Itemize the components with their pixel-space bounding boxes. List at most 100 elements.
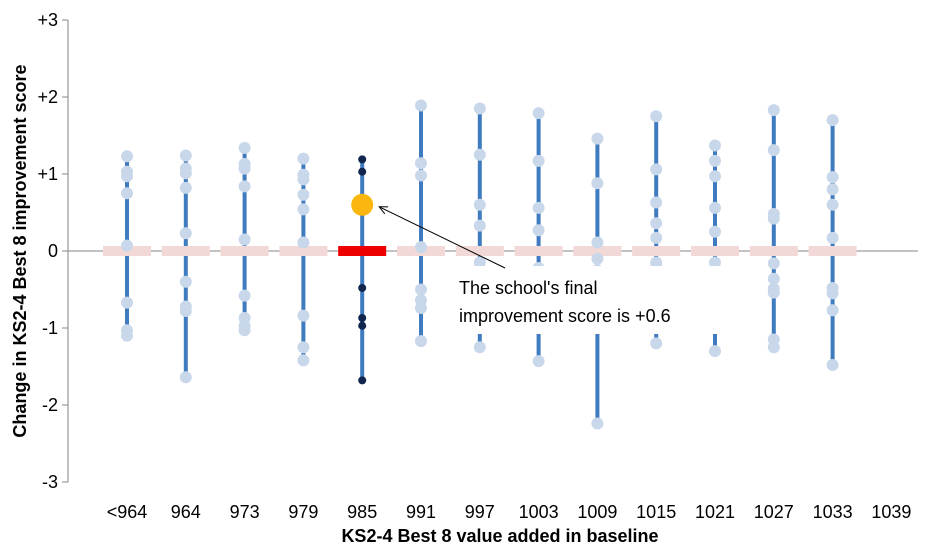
x-tick-label: 964 — [171, 502, 201, 522]
school-point — [179, 371, 192, 384]
school-point — [826, 198, 839, 211]
school-point — [767, 144, 780, 157]
highlight-school-point — [358, 283, 367, 292]
school-point — [767, 272, 780, 285]
school-point — [297, 173, 310, 186]
school-point — [591, 252, 604, 265]
school-point — [473, 198, 486, 211]
school-point — [297, 309, 310, 322]
x-tick-label: <964 — [107, 502, 148, 522]
annotation-box — [447, 266, 737, 334]
school-point — [238, 324, 251, 337]
school-point — [826, 183, 839, 196]
school-point — [767, 341, 780, 354]
school-point — [767, 257, 780, 270]
school-point — [473, 148, 486, 161]
school-point — [297, 236, 310, 249]
school-point — [532, 224, 545, 237]
school-point — [767, 286, 780, 299]
highlight-school-point — [358, 167, 367, 176]
school-point — [826, 287, 839, 300]
baseline-bar — [808, 246, 857, 256]
school-point — [238, 289, 251, 302]
school-point — [473, 102, 486, 115]
school-point — [297, 354, 310, 367]
school-point — [179, 149, 192, 162]
school-point — [238, 180, 251, 193]
school-point — [179, 305, 192, 318]
x-tick-label: 985 — [347, 502, 377, 522]
school-point — [415, 301, 427, 314]
school-point — [709, 256, 721, 269]
school-point — [532, 154, 545, 167]
school-point — [826, 114, 839, 127]
y-tick-label: -1 — [42, 318, 58, 338]
school-point — [532, 355, 545, 368]
baseline-bar — [573, 246, 622, 256]
annotation-line-2: improvement score is +0.6 — [459, 306, 671, 326]
highlight-school-point — [358, 321, 367, 330]
school-point — [415, 335, 427, 348]
school-point — [709, 225, 721, 238]
x-axis-title: KS2-4 Best 8 value added in baseline — [341, 526, 658, 546]
y-tick-label: +2 — [37, 87, 58, 107]
x-tick-label: 1027 — [754, 502, 794, 522]
school-point — [121, 239, 133, 252]
baseline-bar — [161, 246, 210, 256]
y-tick-label: -2 — [42, 395, 58, 415]
school-point — [650, 337, 663, 350]
school-point — [650, 231, 663, 244]
school-point — [826, 304, 839, 317]
school-point — [415, 169, 427, 182]
x-tick-label: 979 — [288, 502, 318, 522]
school-point — [709, 154, 721, 167]
x-tick-label: 991 — [406, 502, 436, 522]
school-point — [121, 329, 133, 342]
highlight-school-point — [358, 155, 367, 164]
school-point — [826, 171, 839, 184]
school-point — [591, 417, 604, 430]
baseline-bar — [691, 246, 739, 256]
school-point — [121, 296, 133, 309]
school-point — [297, 203, 310, 216]
baseline-bar — [632, 246, 681, 256]
school-point — [709, 170, 721, 183]
highlight-school-point — [358, 376, 367, 385]
school-point — [415, 157, 427, 170]
school-point — [709, 345, 721, 358]
school-point — [297, 152, 310, 165]
y-tick-label: +3 — [37, 10, 58, 30]
x-tick-label: 1009 — [577, 502, 617, 522]
baseline-bar — [514, 246, 563, 256]
school-point — [532, 107, 545, 120]
x-tick-label: 1033 — [813, 502, 853, 522]
baseline-bar — [220, 246, 269, 256]
annotation-arrowhead — [378, 206, 389, 215]
school-point — [297, 341, 310, 354]
baseline-bar — [749, 246, 798, 256]
school-point — [650, 196, 663, 209]
school-point — [826, 231, 839, 244]
school-point — [591, 236, 604, 249]
annotation-arrow — [378, 206, 506, 269]
baseline-bar — [279, 246, 328, 256]
y-axis-title: Change in KS2-4 Best 8 improvement score — [10, 64, 30, 437]
x-tick-label: 1015 — [636, 502, 676, 522]
school-point — [415, 283, 427, 296]
school-point — [709, 201, 721, 214]
x-tick-label: 973 — [230, 502, 260, 522]
school-point — [121, 150, 133, 163]
school-point — [650, 217, 663, 230]
school-point — [238, 162, 251, 175]
school-point — [532, 201, 545, 214]
school-point — [121, 170, 133, 183]
school-point — [121, 187, 133, 200]
school-point — [826, 358, 839, 371]
school-point — [297, 188, 310, 201]
highlight-baseline-bar — [338, 246, 387, 256]
baseline-bar — [455, 246, 504, 256]
y-tick-label: +1 — [37, 164, 58, 184]
highlight-school-point — [358, 313, 367, 322]
school-point — [179, 275, 192, 288]
